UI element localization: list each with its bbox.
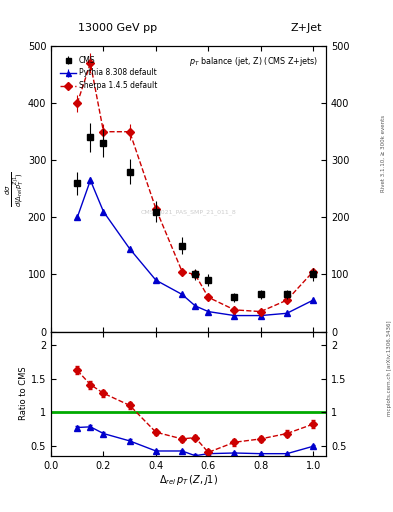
X-axis label: $\Delta_{rel}\,p_T\,(Z,j1)$: $\Delta_{rel}\,p_T\,(Z,j1)$: [159, 473, 218, 487]
Text: CMS_2021_PAS_SMP_21_011_8: CMS_2021_PAS_SMP_21_011_8: [141, 209, 237, 215]
Text: mcplots.cern.ch [arXiv:1306.3436]: mcplots.cern.ch [arXiv:1306.3436]: [387, 321, 391, 416]
Legend: CMS, Pythia 8.308 default, Sherpa 1.4.5 default: CMS, Pythia 8.308 default, Sherpa 1.4.5 …: [59, 54, 159, 92]
Text: Z+Jet: Z+Jet: [291, 23, 322, 33]
Y-axis label: $\frac{d\sigma}{d(\Delta_{rel}p_T^{Zj1})}$: $\frac{d\sigma}{d(\Delta_{rel}p_T^{Zj1})…: [4, 171, 26, 206]
Text: $p_T$ balance (jet, Z) (CMS Z+jets): $p_T$ balance (jet, Z) (CMS Z+jets): [189, 55, 318, 68]
Y-axis label: Ratio to CMS: Ratio to CMS: [19, 367, 28, 420]
Text: 13000 GeV pp: 13000 GeV pp: [78, 23, 158, 33]
Text: Rivet 3.1.10, ≥ 300k events: Rivet 3.1.10, ≥ 300k events: [381, 115, 386, 192]
